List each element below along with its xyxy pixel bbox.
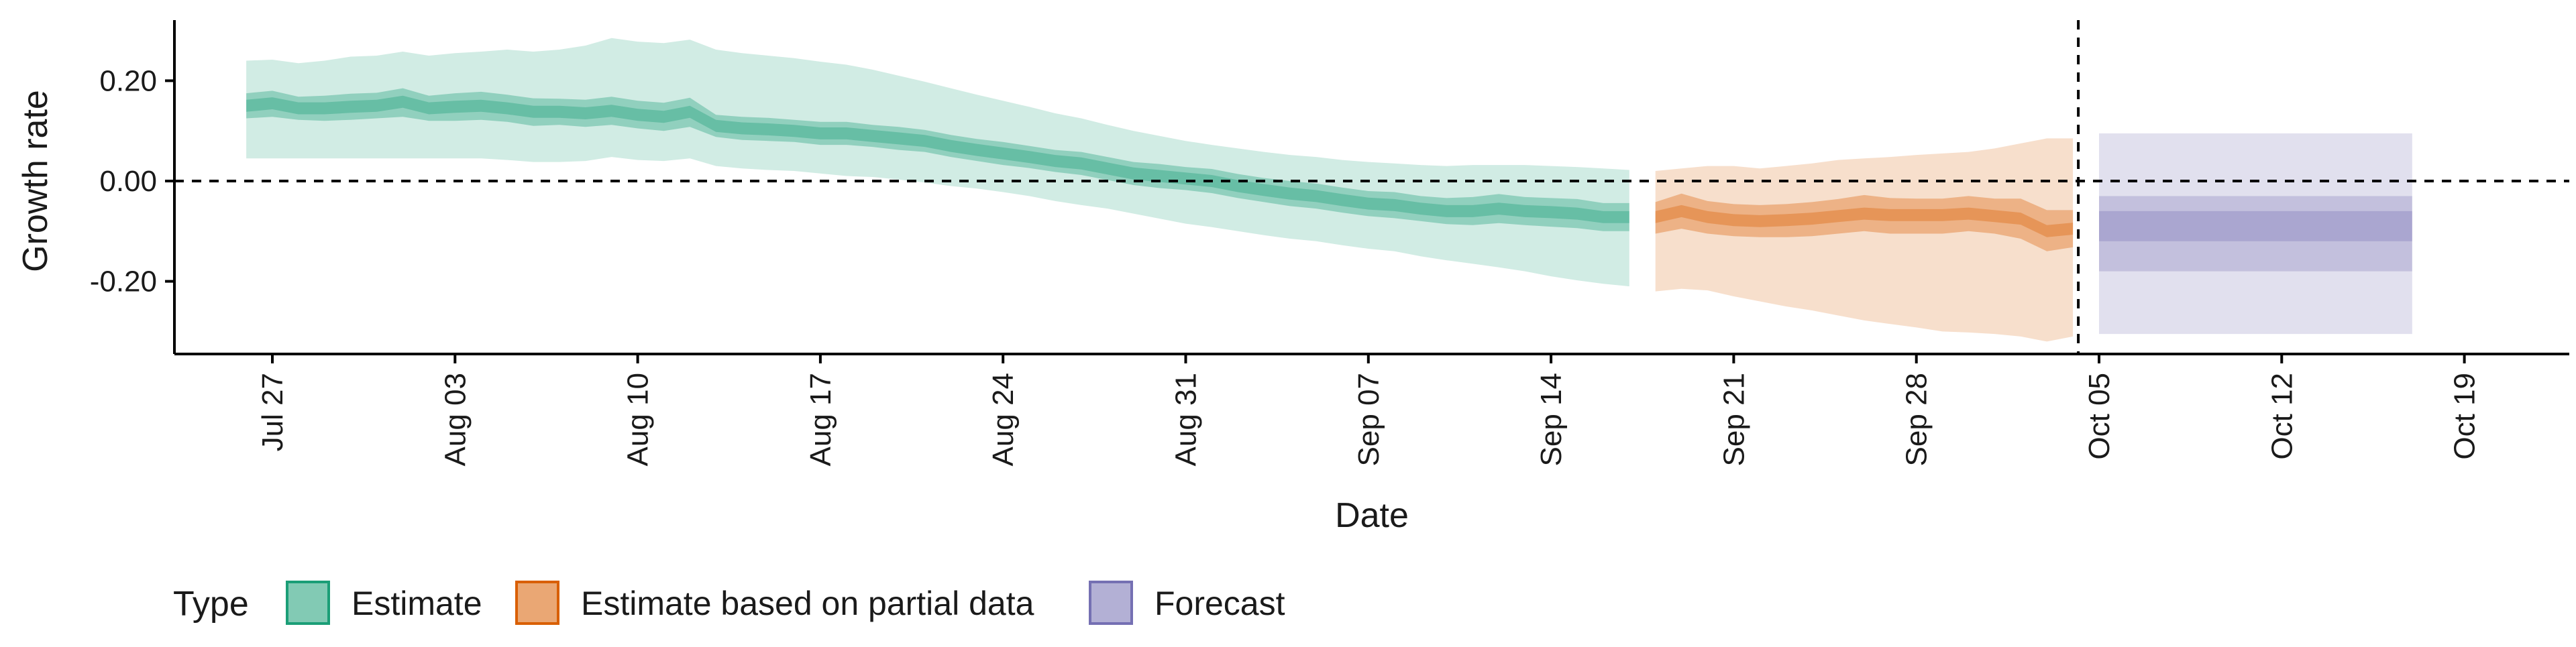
x-tick-label: Oct 19 xyxy=(2449,373,2481,460)
estimate-based-on-partial-data-median-band xyxy=(1655,204,2074,237)
reference-lines xyxy=(174,20,2569,354)
forecast-band-75 xyxy=(2099,196,2412,272)
x-axis-title: Date xyxy=(1335,496,1409,535)
legend-swatch xyxy=(1089,581,1133,625)
y-tick-label: -0.20 xyxy=(90,266,157,298)
x-tick-label: Aug 24 xyxy=(987,373,1020,466)
bands-layer xyxy=(246,38,2412,342)
x-tick-label: Aug 10 xyxy=(622,373,655,466)
estimate-based-on-partial-data-band-50 xyxy=(1655,193,2074,251)
x-tick-label: Sep 14 xyxy=(1535,373,1568,466)
estimate-band-50 xyxy=(246,88,1629,231)
legend-item-forecast: Forecast xyxy=(1089,581,1285,625)
x-tick-label: Sep 07 xyxy=(1352,373,1385,466)
x-tick-label: Aug 03 xyxy=(439,373,472,466)
legend: Type Estimate Estimate based on partial d… xyxy=(173,581,1285,625)
series-forecast xyxy=(2099,133,2412,335)
legend-label: Estimate xyxy=(352,585,482,622)
y-tick-label: 0.00 xyxy=(99,165,157,198)
x-tick-label: Oct 12 xyxy=(2265,373,2298,460)
legend-item-estimate-based-on-partial-data: Estimate based on partial data xyxy=(515,581,1034,625)
x-tick-label: Jul 27 xyxy=(256,373,289,451)
x-tick-label: Oct 05 xyxy=(2083,373,2116,460)
series-estimate-based-on-partial-data xyxy=(1655,138,2074,342)
legend-item-estimate: Estimate xyxy=(286,581,482,625)
legend-label: Estimate based on partial data xyxy=(581,585,1034,622)
x-tick-label: Sep 21 xyxy=(1717,373,1750,466)
axes: 0.20 0.00 -0.20 Jul 27 Aug 03 Aug 10 Aug 17 Aug… xyxy=(90,20,2569,466)
x-tick-label: Aug 17 xyxy=(804,373,837,466)
estimate-band-90 xyxy=(246,38,1629,287)
estimate-median-band xyxy=(246,95,1629,223)
forecast-band-90 xyxy=(2099,133,2412,335)
legend-label: Forecast xyxy=(1155,585,1285,622)
x-tick-label: Aug 31 xyxy=(1170,373,1203,466)
forecast-band-50 xyxy=(2099,211,2412,241)
series-estimate xyxy=(246,38,1629,287)
x-tick-label: Sep 28 xyxy=(1900,373,1933,466)
legend-swatch xyxy=(286,581,330,625)
y-tick-label: 0.20 xyxy=(99,64,157,97)
legend-swatch xyxy=(515,581,559,625)
legend-title: Type xyxy=(173,585,249,624)
estimate-based-on-partial-data-band-90 xyxy=(1655,138,2074,342)
y-axis-title: Growth rate xyxy=(16,90,55,272)
